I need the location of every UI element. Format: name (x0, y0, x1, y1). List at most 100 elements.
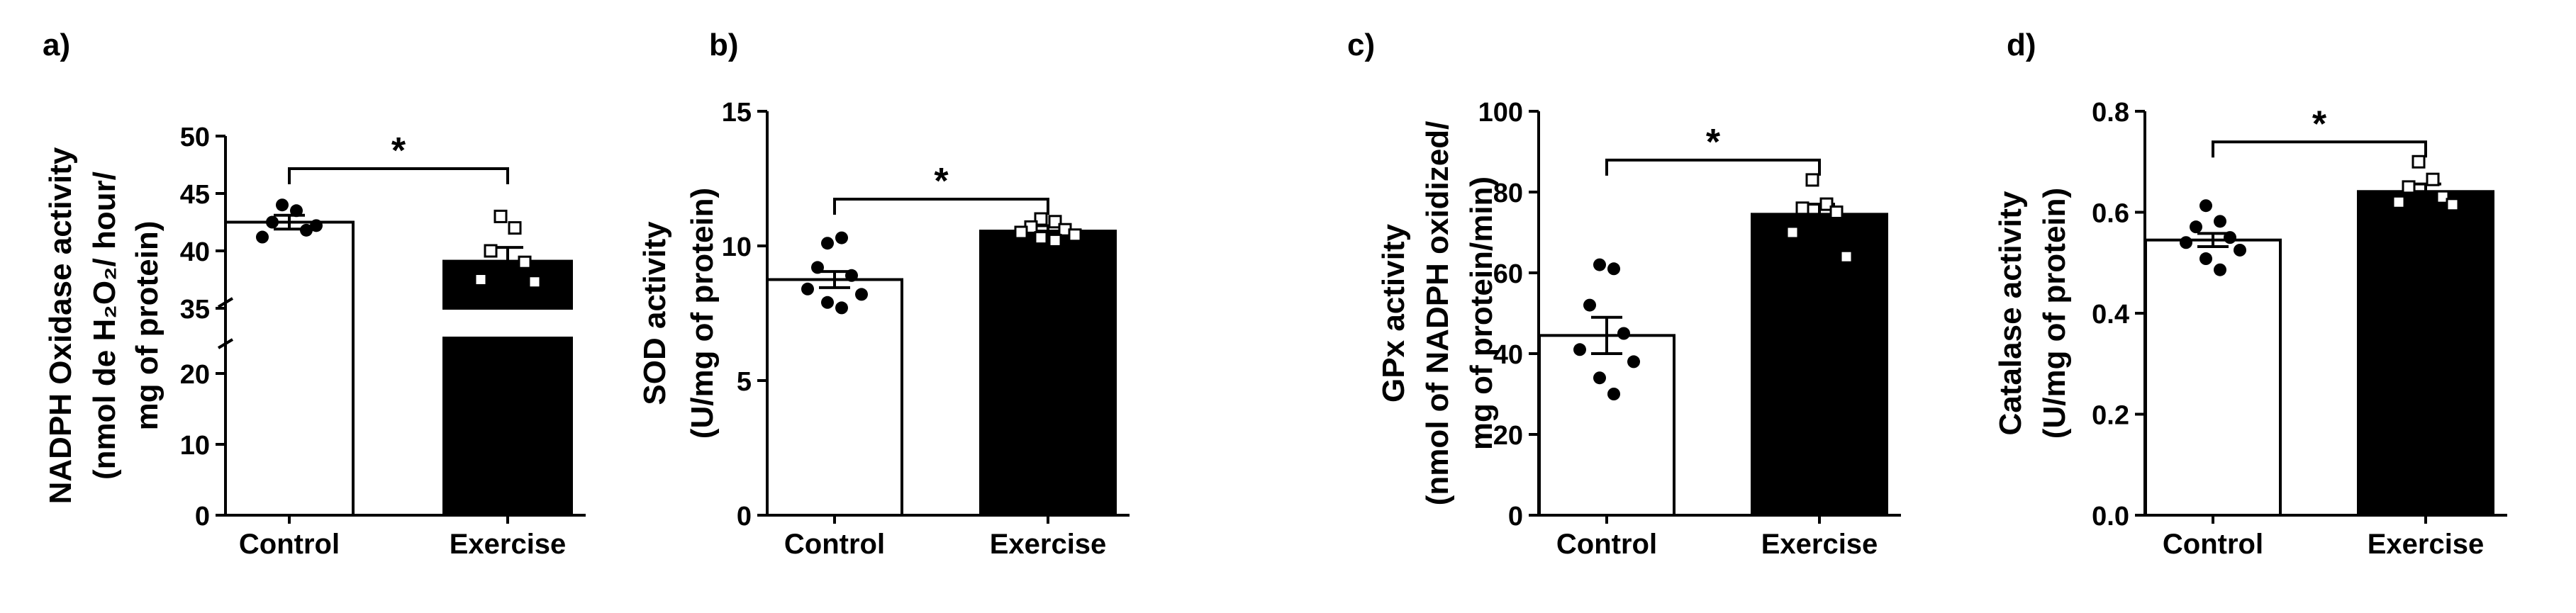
y-axis-label: (U/mg of protein) (685, 188, 720, 439)
y-tick-label: 40 (1493, 340, 1523, 370)
y-tick-label: 5 (737, 367, 752, 397)
bar-exercise (442, 259, 573, 517)
data-point-control (1607, 388, 1620, 400)
data-point-exercise (1048, 215, 1062, 229)
y-tick-label: 0.4 (2092, 300, 2129, 330)
y-axis-label: NADPH Oxidase activity (43, 147, 78, 504)
data-point-control (2199, 252, 2212, 266)
data-point-control (290, 204, 303, 218)
bar-exercise (1751, 213, 1888, 517)
data-point-control (2214, 263, 2226, 276)
data-point-exercise (1068, 228, 1082, 242)
data-point-control (801, 282, 814, 296)
data-point-exercise (2392, 195, 2406, 209)
data-point-exercise (1048, 233, 1062, 247)
significance-bracket (1605, 158, 1821, 176)
data-point-control (310, 219, 323, 232)
data-point-control (845, 269, 858, 282)
data-point-exercise (1819, 197, 1834, 211)
x-tick-label: Control (239, 529, 340, 560)
y-tick-label: 0 (1508, 502, 1523, 532)
data-point-control (276, 198, 289, 212)
y-tick-label: 50 (180, 123, 210, 152)
y-tick-label: 10 (722, 232, 752, 262)
data-point-exercise (2411, 154, 2426, 169)
data-point-exercise (508, 221, 522, 235)
data-point-control (266, 215, 279, 229)
data-point-control (300, 223, 313, 237)
data-point-control (835, 301, 848, 315)
data-point-control (1573, 343, 1586, 356)
bar-control (766, 278, 903, 517)
x-tick-label: Exercise (990, 529, 1107, 560)
data-point-exercise (2436, 190, 2450, 204)
y-axis-label: (U/mg of protein) (2037, 188, 2072, 439)
significance-bracket (833, 198, 1049, 215)
data-point-exercise (494, 209, 508, 223)
data-point-control (1593, 258, 1606, 271)
data-point-control (2224, 231, 2236, 244)
data-point-control (821, 237, 834, 250)
bar-control (2144, 238, 2282, 517)
axis-break-mark (217, 297, 234, 308)
data-point-exercise (1034, 212, 1048, 226)
data-point-exercise (1795, 201, 1810, 215)
panel-label: d) (2007, 28, 2036, 62)
data-point-exercise (474, 273, 488, 286)
data-point-exercise (1014, 225, 1028, 240)
data-point-exercise (484, 244, 498, 258)
y-axis-label: GPx activity (1376, 224, 1411, 403)
y-tick-label: 0.0 (2092, 502, 2129, 532)
y-tick-label: 80 (1493, 179, 1523, 208)
data-point-exercise (518, 255, 532, 269)
data-point-control (821, 296, 834, 309)
bar-control (1538, 334, 1675, 517)
y-axis-label: (nmol of NADPH oxidized/ (1420, 121, 1455, 506)
significance-marker: * (2312, 103, 2327, 145)
axis-break-gap (442, 310, 574, 337)
bar-control (224, 220, 355, 517)
y-axis-label: SOD activity (637, 221, 672, 405)
y-tick-label: 40 (180, 237, 210, 267)
y-tick-label: 15 (722, 98, 752, 128)
data-point-control (1583, 298, 1596, 312)
y-axis-label: mg of protein) (130, 221, 165, 431)
x-tick-label: Control (784, 529, 885, 560)
y-tick-label: 0 (195, 502, 210, 532)
significance-bracket (288, 167, 509, 184)
y-tick-label: 0.2 (2092, 401, 2129, 431)
y-tick-label: 60 (1493, 259, 1523, 289)
data-point-exercise (528, 275, 542, 289)
y-axis-label: (nmol de H₂O₂/ hour/ (87, 171, 122, 480)
bar-exercise (2357, 190, 2494, 517)
data-point-exercise (2402, 180, 2416, 194)
axis-break-gap (223, 310, 355, 337)
data-point-control (1593, 371, 1606, 385)
y-tick-label: 20 (1493, 421, 1523, 451)
data-point-exercise (1829, 206, 1844, 219)
y-axis-label: mg of protein/min) (1464, 176, 1499, 450)
y-tick-label: 20 (180, 360, 210, 390)
significance-marker: * (934, 161, 949, 202)
data-point-control (2190, 220, 2202, 234)
significance-marker: * (391, 130, 406, 171)
data-point-control (2199, 199, 2212, 213)
y-tick-label: 35 (180, 295, 210, 325)
significance-marker: * (1706, 122, 1721, 163)
data-point-control (2234, 243, 2246, 257)
y-tick-label: 0 (737, 502, 752, 532)
x-tick-label: Exercise (1761, 529, 1878, 560)
data-point-control (256, 230, 269, 244)
x-tick-label: Control (1556, 529, 1657, 560)
data-point-exercise (1785, 225, 1800, 240)
axis-break-mark (217, 338, 234, 349)
y-tick-label: 45 (180, 180, 210, 210)
data-point-control (835, 231, 848, 244)
y-tick-label: 0.6 (2092, 199, 2129, 229)
data-point-control (1607, 262, 1620, 276)
y-tick-label: 10 (180, 431, 210, 461)
x-tick-label: Exercise (2368, 529, 2485, 560)
data-point-control (2180, 236, 2192, 249)
y-tick-label: 100 (1478, 98, 1523, 128)
